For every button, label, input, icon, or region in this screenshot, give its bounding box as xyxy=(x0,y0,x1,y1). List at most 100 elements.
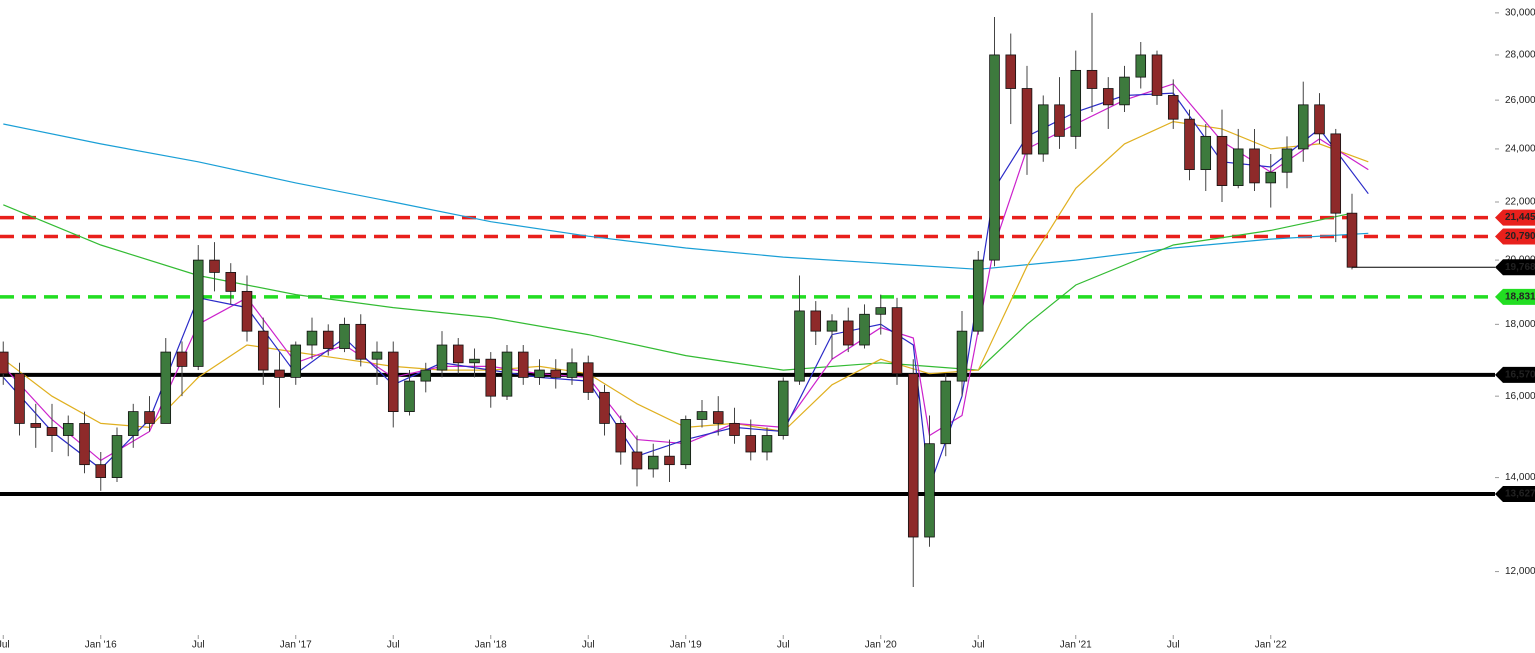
candle-body xyxy=(1297,104,1309,150)
candle-body xyxy=(79,423,90,466)
x-tick-label: Jul xyxy=(972,640,985,651)
moving-average xyxy=(2,83,1369,462)
candle-body xyxy=(46,427,58,436)
level-label: 19,768 xyxy=(1505,262,1535,273)
candle-body xyxy=(1281,148,1293,173)
moving-average xyxy=(3,204,1353,371)
candle-body xyxy=(420,369,432,382)
candle-body xyxy=(469,358,480,364)
candle-body xyxy=(322,330,334,349)
candle-body xyxy=(566,362,578,378)
candle-body xyxy=(777,380,789,436)
candle-body xyxy=(192,259,204,367)
level-tag xyxy=(1495,288,1535,305)
y-tick-label: 16,000 xyxy=(1505,391,1535,402)
candle-body xyxy=(810,310,822,332)
candle-body xyxy=(859,313,870,346)
x-tick-label: Jan '20 xyxy=(865,640,897,651)
moving-average xyxy=(2,120,1369,433)
y-tick-label: 28,000 xyxy=(1505,50,1535,61)
candle-body xyxy=(1070,69,1082,137)
candle-body xyxy=(1232,148,1244,186)
candle-body xyxy=(517,351,529,378)
candle-body xyxy=(1086,69,1098,89)
x-tick-label: Jul xyxy=(1167,640,1180,651)
candle-body xyxy=(615,423,627,453)
candle-body xyxy=(826,320,838,332)
level-tag xyxy=(1495,366,1535,383)
x-tick-label: Jan '22 xyxy=(1255,640,1287,651)
candle-body xyxy=(127,411,139,436)
candle-body xyxy=(290,344,302,378)
y-tick-label: 22,000 xyxy=(1505,197,1535,208)
level-tag xyxy=(1495,259,1535,276)
candle-body xyxy=(30,423,42,428)
candle-body xyxy=(680,419,692,466)
candle-body xyxy=(907,373,919,538)
candle-body xyxy=(842,320,854,346)
level-label: 20,790 xyxy=(1505,231,1535,242)
candle-body xyxy=(355,323,367,360)
candle-body xyxy=(599,391,610,424)
level-tag xyxy=(1495,209,1535,226)
level-label: 16,570 xyxy=(1505,369,1535,380)
candle-body xyxy=(956,330,968,382)
x-tick-label: Jan '17 xyxy=(280,640,312,651)
candle-body xyxy=(387,351,399,413)
x-tick-label: Jul xyxy=(582,640,595,651)
candle-body xyxy=(875,307,887,315)
x-tick-label: Jan '19 xyxy=(670,640,702,651)
candle-body xyxy=(485,358,497,397)
x-tick-label: Jul xyxy=(192,640,205,651)
candle-body xyxy=(940,380,952,445)
y-tick-label: 14,000 xyxy=(1505,472,1535,483)
y-tick-label: 30,000 xyxy=(1505,8,1535,19)
x-tick-label: Jan '21 xyxy=(1060,640,1092,651)
candle-body xyxy=(160,351,172,424)
candle-body xyxy=(339,323,350,349)
candle-body xyxy=(972,259,984,332)
moving-average xyxy=(3,123,1369,270)
candle-body xyxy=(924,443,935,538)
candle-body xyxy=(582,362,594,393)
candle-body xyxy=(696,411,708,420)
candle-body xyxy=(404,380,415,413)
y-tick-label: 26,000 xyxy=(1505,95,1535,106)
candle-body xyxy=(1265,171,1277,184)
x-tick-label: Jan '16 xyxy=(85,640,117,651)
candle-body xyxy=(306,330,318,346)
candle-body xyxy=(989,54,1000,261)
candle-body xyxy=(371,351,383,360)
x-tick-label: Jul xyxy=(777,640,790,651)
level-tag xyxy=(1495,486,1535,503)
candle-body xyxy=(1021,88,1033,155)
level-label: 18,831 xyxy=(1505,291,1535,302)
x-tick-label: Jul xyxy=(387,640,400,651)
candle-body xyxy=(1346,212,1358,268)
candle-body xyxy=(1216,135,1228,186)
level-label: 13,627 xyxy=(1505,489,1535,500)
candle-body xyxy=(1054,104,1065,137)
y-tick-label: 12,000 xyxy=(1505,566,1535,577)
candle-body xyxy=(14,373,25,424)
candle-body xyxy=(729,423,740,436)
candle-body xyxy=(745,435,757,453)
candle-body xyxy=(647,455,659,470)
candle-body xyxy=(1102,88,1114,106)
candle-body xyxy=(111,435,123,478)
candle-body xyxy=(761,435,773,453)
candle-body xyxy=(0,351,9,375)
candle-body xyxy=(1200,135,1212,171)
candle-body xyxy=(176,351,188,367)
candle-body xyxy=(1151,54,1163,96)
candle-body xyxy=(664,455,675,466)
x-tick-label: Jul xyxy=(0,640,10,651)
candle-body xyxy=(1037,104,1049,155)
candle-body xyxy=(62,423,74,436)
candle-body xyxy=(1249,148,1260,184)
candle-body xyxy=(452,344,464,364)
candle-body xyxy=(1314,104,1325,135)
candle-body xyxy=(241,290,253,332)
level-label: 21,445 xyxy=(1505,212,1535,223)
